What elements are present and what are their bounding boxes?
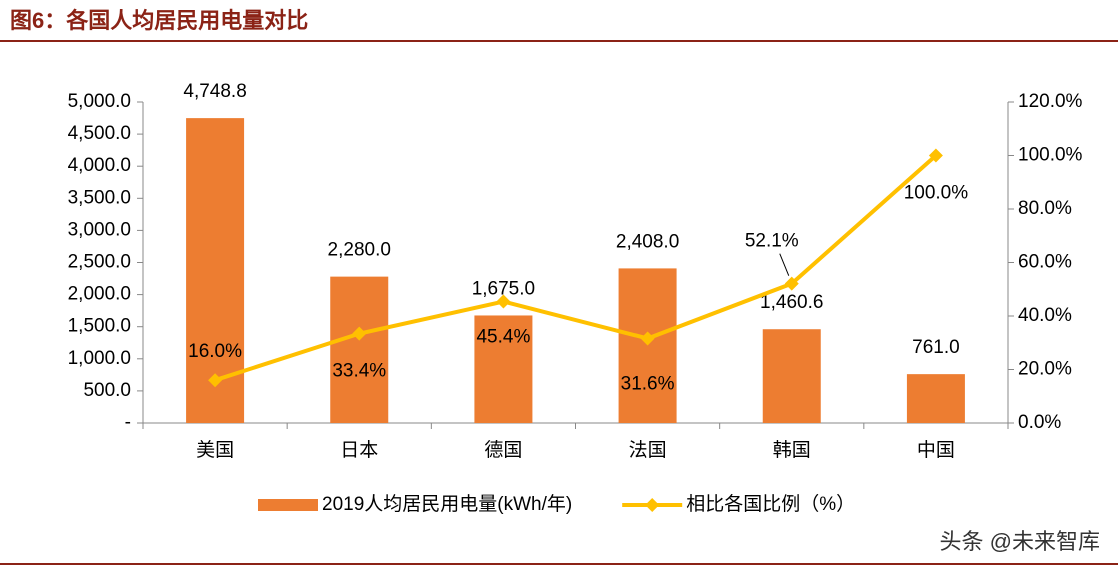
bar-value-label: 2,408.0 xyxy=(616,231,679,252)
line-marker xyxy=(352,326,367,341)
bar-value-label: 761.0 xyxy=(912,337,960,358)
bar-value-label: 1,460.6 xyxy=(760,292,823,313)
bar-value-label: 1,675.0 xyxy=(472,278,535,299)
line-marker xyxy=(928,148,943,163)
line-marker xyxy=(784,276,799,291)
y2-tick-label: 100.0% xyxy=(1018,145,1083,166)
x-tick-label: 法国 xyxy=(629,439,667,461)
y-tick-label: 1,000.0 xyxy=(68,348,131,369)
y-tick-label: 4,000.0 xyxy=(68,155,131,176)
x-tick-label: 美国 xyxy=(196,439,234,461)
line-marker xyxy=(496,294,511,309)
y-tick-label: 4,500.0 xyxy=(68,123,131,144)
bar-value-label: 2,280.0 xyxy=(328,240,391,261)
bar xyxy=(618,268,677,423)
line-value-label: 33.4% xyxy=(332,361,386,382)
x-tick-label: 日本 xyxy=(340,439,378,461)
y-tick-label: 2,500.0 xyxy=(68,252,131,273)
y2-tick-label: 40.0% xyxy=(1018,305,1072,326)
line-marker xyxy=(208,373,223,388)
y-tick-label: - xyxy=(125,412,131,433)
line-value-label: 16.0% xyxy=(188,341,242,362)
line-value-label: 31.6% xyxy=(621,373,675,394)
bar xyxy=(906,374,965,423)
y-tick-label: 2,000.0 xyxy=(68,284,131,305)
y2-tick-label: 80.0% xyxy=(1018,198,1072,219)
line-value-label: 45.4% xyxy=(476,327,530,348)
bar xyxy=(762,329,821,423)
y2-tick-label: 20.0% xyxy=(1018,359,1072,380)
line-value-label: 52.1% xyxy=(745,231,799,252)
bar-value-label: 4,748.8 xyxy=(183,81,246,102)
line-value-label: 100.0% xyxy=(904,183,969,204)
y-tick-label: 5,000.0 xyxy=(68,91,131,112)
line-marker xyxy=(640,331,655,346)
line xyxy=(214,154,938,383)
bar xyxy=(474,315,533,423)
y-tick-label: 1,500.0 xyxy=(68,316,131,337)
watermark: 头条 @未来智库 xyxy=(940,529,1100,554)
bar xyxy=(330,276,389,423)
y2-tick-label: 0.0% xyxy=(1018,412,1061,433)
y-tick-label: 500.0 xyxy=(83,380,131,401)
x-tick-label: 韩国 xyxy=(773,439,811,461)
legend-label: 相比各国比例（%） xyxy=(686,493,855,515)
x-tick-label: 中国 xyxy=(917,439,955,461)
y2-tick-label: 120.0% xyxy=(1018,91,1083,112)
y2-tick-label: 60.0% xyxy=(1018,252,1072,273)
legend-label: 2019人均居民用电量(kWh/年) xyxy=(322,493,572,515)
y-tick-label: 3,000.0 xyxy=(68,219,131,240)
y-tick-label: 3,500.0 xyxy=(68,187,131,208)
legend-swatch xyxy=(258,499,318,511)
x-tick-label: 德国 xyxy=(484,439,522,461)
chart-title: 图6：各国人均居民用电量对比 xyxy=(10,8,308,33)
legend-marker xyxy=(645,498,660,512)
label-leader xyxy=(779,253,790,276)
